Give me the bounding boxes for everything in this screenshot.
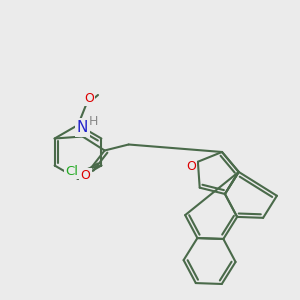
Text: H: H [89,115,98,128]
Text: N: N [77,120,88,135]
Text: O: O [186,160,196,173]
Text: O: O [84,92,94,104]
Text: Cl: Cl [65,165,78,178]
Text: O: O [81,169,91,182]
